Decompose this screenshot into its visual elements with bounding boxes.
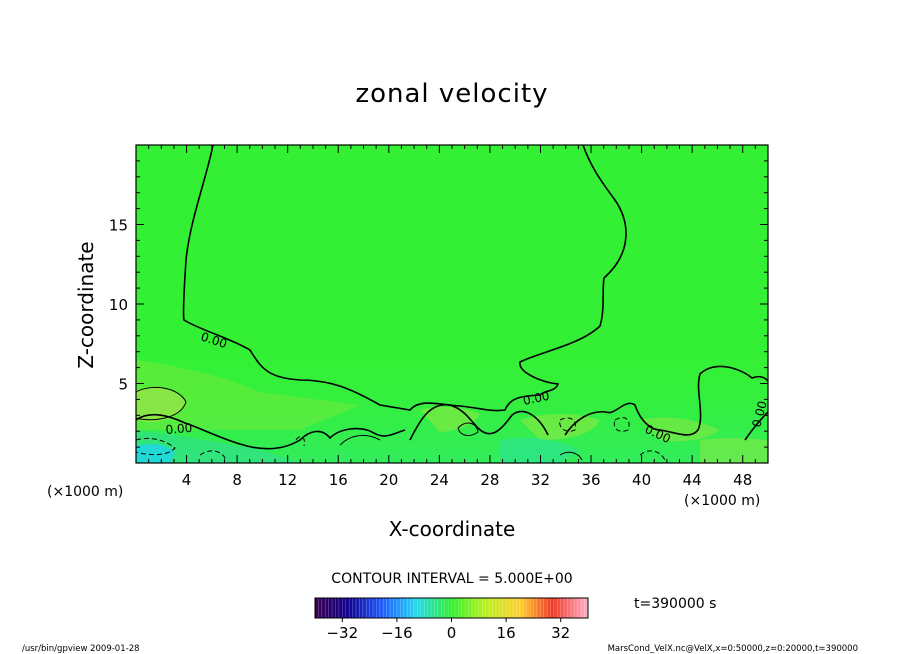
colorbar-tick-label: 32: [551, 624, 570, 642]
colorbar-tick-label: −32: [326, 624, 358, 642]
heatmap-shading: [136, 335, 768, 463]
x-tick-label: 8: [232, 471, 242, 489]
colorbar: [315, 598, 588, 618]
colorbar-stripes: [318, 598, 585, 618]
y-axis-unit: (×1000 m): [47, 484, 123, 500]
contour-label: 0.00: [165, 421, 193, 437]
x-tick-label: 40: [632, 471, 651, 489]
x-tick-label: 48: [733, 471, 752, 489]
footer-left: /usr/bin/gpview 2009-01-28: [22, 644, 140, 654]
x-tick-label: 16: [329, 471, 348, 489]
x-tick-label: 12: [278, 471, 297, 489]
colorbar-tick-label: 16: [497, 624, 516, 642]
time-label: t=390000 s: [634, 596, 716, 612]
y-tick-label: 5: [118, 376, 128, 394]
colorbar-tick-label: −16: [381, 624, 413, 642]
x-tick-label: 28: [480, 471, 499, 489]
y-tick-label: 10: [109, 296, 128, 314]
y-axis-label: Z-coordinate: [74, 241, 98, 368]
y-axis-ticks: 5 10 15: [109, 160, 768, 448]
contour-interval-text: CONTOUR INTERVAL = 5.000E+00: [331, 571, 572, 587]
contour-lines: [136, 145, 768, 461]
contour-label: 0.00: [749, 399, 769, 428]
x-axis-ticks: 4 8 12 16 20 24 28 32 36 40 44 48: [148, 145, 756, 489]
colorbar-tick-label: 0: [447, 624, 457, 642]
x-tick-label: 36: [581, 471, 600, 489]
x-axis-label: X-coordinate: [389, 517, 516, 541]
x-tick-label: 44: [683, 471, 702, 489]
contour-label: 0.00: [522, 389, 551, 408]
x-tick-label: 4: [182, 471, 192, 489]
x-tick-label: 24: [430, 471, 449, 489]
x-tick-label: 20: [379, 471, 398, 489]
y-tick-label: 15: [109, 217, 128, 235]
x-axis-unit: (×1000 m): [684, 493, 760, 509]
footer-right: MarsCond_VelX.nc@VelX,x=0:50000,z=0:2000…: [608, 644, 858, 654]
x-tick-label: 32: [531, 471, 550, 489]
chart-title: zonal velocity: [355, 79, 548, 109]
colorbar-ticks: −32 −16 0 16 32: [326, 618, 570, 642]
